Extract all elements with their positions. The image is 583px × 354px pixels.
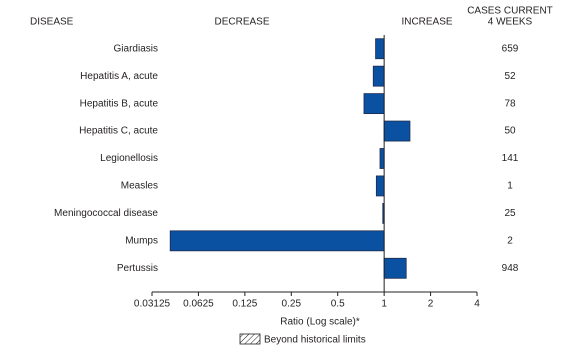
cases-value: 659 [502,43,519,54]
bar [383,120,411,142]
header-increase: INCREASE [401,17,452,28]
x-axis-label: Ratio (Log scale)* [280,317,360,328]
cases-value: 78 [504,98,516,109]
x-tick-label: 0.125 [232,299,257,310]
cases-value: 141 [502,153,519,164]
x-tick-label: 0.5 [331,299,345,310]
x-tick-label: 0.25 [282,299,302,310]
x-tick-label: 0.0625 [183,299,214,310]
bar [372,65,385,87]
cases-value: 25 [504,208,516,219]
category-label: Legionellosis [100,153,158,164]
category-label: Hepatitis C, acute [79,126,158,137]
category-label: Mumps [125,235,158,246]
bar [375,38,385,60]
category-label: Hepatitis A, acute [80,71,158,82]
bar [169,230,385,252]
category-label: Pertussis [117,263,158,274]
header-decrease: DECREASE [214,17,269,28]
x-tick-label: 2 [428,299,434,310]
bar [375,175,385,197]
cases-value: 2 [507,235,513,246]
legend-swatch [239,333,261,345]
legend-label: Beyond historical limits [264,335,366,346]
cases-value: 948 [502,263,519,274]
header-cases: CASES CURRENT [467,6,553,17]
x-tick-label: 0.03125 [134,299,171,310]
bar [379,148,385,169]
cases-value: 52 [504,71,516,82]
cases-value: 50 [504,126,516,137]
bar [383,257,407,279]
header-disease: DISEASE [30,17,74,28]
x-tick-label: 4 [474,299,480,310]
category-label: Giardiasis [114,43,158,54]
header-cases: 4 WEEKS [488,17,533,28]
category-label: Measles [121,181,158,192]
bar [363,93,385,115]
x-tick-label: 1 [381,299,387,310]
cases-value: 1 [507,181,513,192]
category-label: Hepatitis B, acute [80,98,159,109]
category-label: Meningococcal disease [54,208,158,219]
